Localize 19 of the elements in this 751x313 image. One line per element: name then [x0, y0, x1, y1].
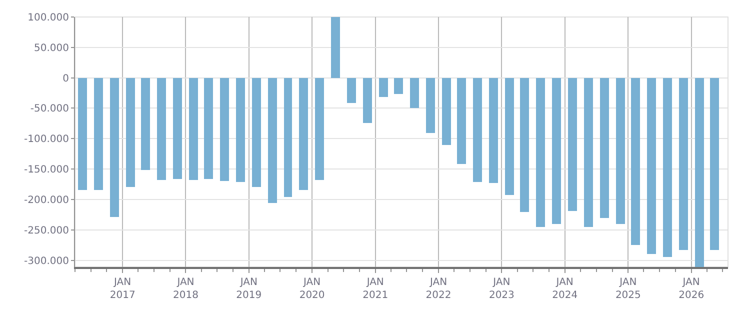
x-tick-label: JAN 2018 [173, 277, 198, 301]
x-tick-label: JAN 2019 [236, 277, 262, 301]
y-tick-label: -250.000 [24, 225, 69, 236]
x-tick-label: JAN 2017 [110, 277, 136, 301]
x-tick-label: JAN 2024 [552, 277, 578, 301]
x-tick-label: JAN 2026 [678, 277, 704, 301]
y-tick-label: 50.000 [34, 42, 69, 54]
x-tick-label: JAN 2022 [426, 277, 452, 301]
y-tick-label: -300.000 [24, 256, 69, 267]
y-tick-label: -50.000 [30, 104, 69, 115]
x-tick-label: JAN 2025 [615, 277, 641, 301]
y-tick-label: 0 [62, 73, 69, 84]
y-tick-label: -200.000 [24, 194, 69, 206]
y-tick-label: 100.000 [28, 12, 69, 24]
y-tick-label: -100.000 [24, 134, 69, 146]
x-tick-label: JAN 2021 [362, 277, 388, 301]
y-tick-label: -150.000 [24, 164, 69, 176]
x-tick-label: JAN 2023 [488, 277, 514, 301]
x-tick-label: JAN 2020 [299, 277, 325, 301]
